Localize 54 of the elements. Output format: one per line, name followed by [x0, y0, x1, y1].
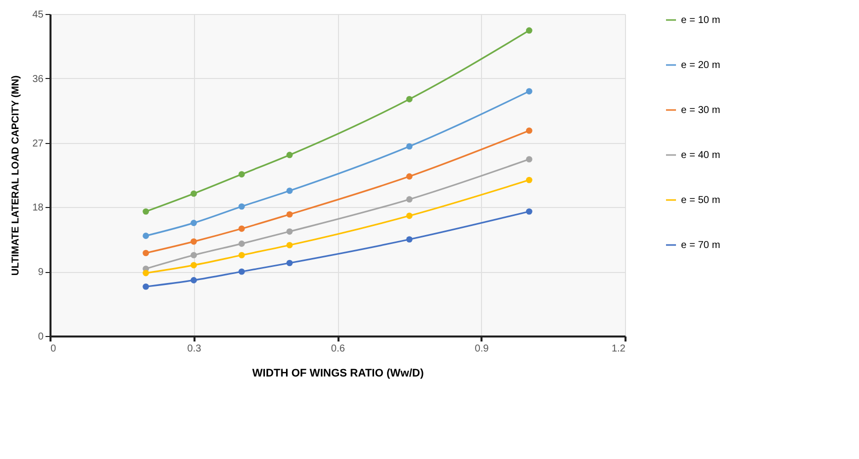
point — [286, 211, 293, 218]
point — [142, 250, 149, 256]
legend-label: e = 50 m — [681, 195, 720, 206]
legend-label: e = 10 m — [681, 15, 720, 26]
point — [286, 228, 293, 235]
point — [238, 252, 245, 258]
point — [526, 156, 532, 162]
x-axis-title: WIDTH OF WINGS RATIO (Ww/D) — [252, 368, 424, 380]
x-tick-label: 0.9 — [474, 344, 490, 354]
point — [406, 236, 413, 243]
x-tick-label: 0.6 — [331, 344, 346, 354]
point — [286, 260, 293, 266]
legend-label: e = 40 m — [681, 150, 720, 161]
y-tick-label: 45 — [32, 10, 44, 20]
point — [238, 226, 245, 232]
point — [190, 277, 197, 284]
point — [238, 268, 245, 275]
point — [286, 242, 293, 248]
point — [286, 188, 293, 194]
point — [190, 190, 197, 197]
point — [406, 96, 413, 102]
point — [142, 232, 149, 239]
point — [406, 143, 413, 150]
point — [190, 252, 197, 258]
y-tick-label: 27 — [32, 138, 44, 150]
point — [526, 208, 532, 215]
point — [238, 203, 245, 210]
point — [526, 27, 532, 34]
point — [190, 220, 197, 226]
legend-label: e = 30 m — [681, 105, 720, 116]
point — [190, 262, 197, 268]
point — [142, 208, 149, 215]
legend-label: e = 20 m — [681, 60, 720, 71]
point — [142, 270, 149, 276]
x-tick-label: 0 — [50, 344, 56, 354]
point — [286, 152, 293, 158]
y-tick-label: 18 — [32, 202, 44, 214]
point — [238, 171, 245, 178]
point — [190, 238, 197, 245]
point — [238, 240, 245, 247]
point — [406, 212, 413, 219]
point — [526, 127, 532, 134]
y-tick-label: 36 — [32, 74, 44, 85]
legend-label: e = 70 m — [681, 240, 720, 251]
point — [142, 283, 149, 290]
y-tick-label: 0 — [38, 332, 44, 342]
y-tick-label: 9 — [38, 267, 44, 278]
point — [406, 173, 413, 180]
x-tick-label: 0.3 — [187, 344, 202, 354]
x-tick-label: 1.2 — [612, 344, 626, 354]
point — [526, 176, 532, 184]
point — [406, 196, 413, 202]
y-axis-title: ULTIMATE LATERAL LOAD CAPCITY (MN) — [10, 75, 22, 276]
point — [526, 88, 532, 94]
